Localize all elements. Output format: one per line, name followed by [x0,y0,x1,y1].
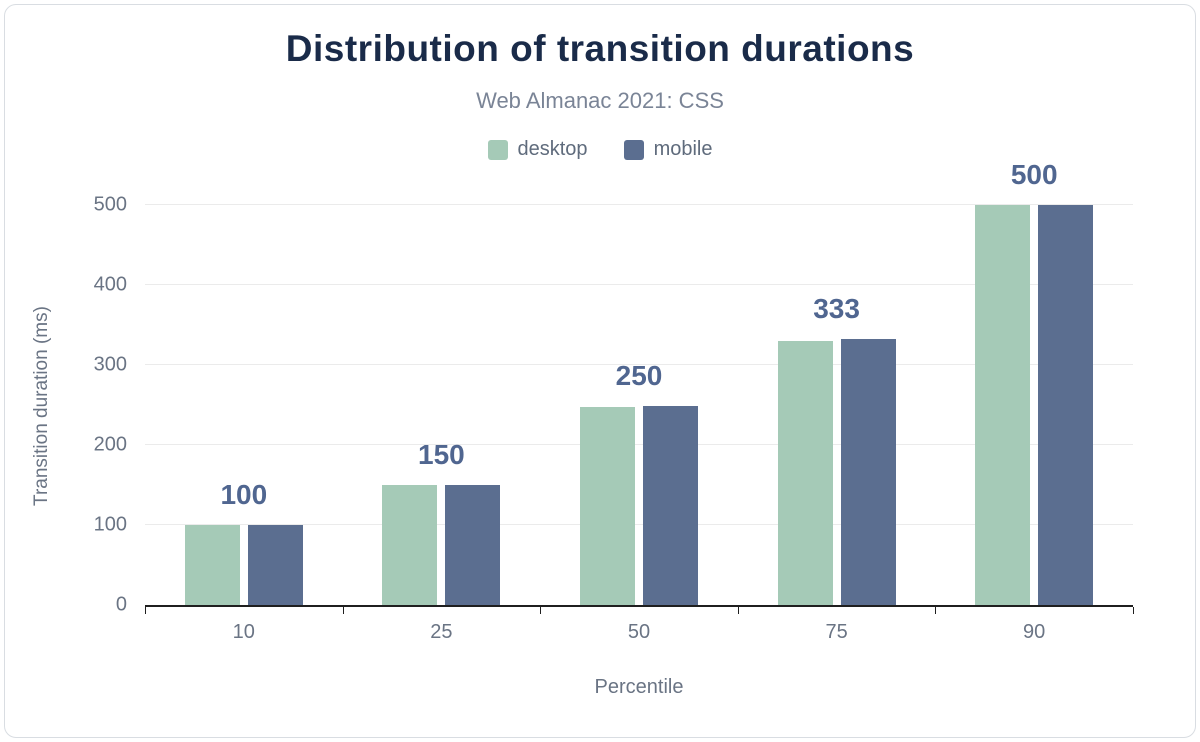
legend-label-desktop: desktop [517,138,588,160]
bar-group: 150 25 [343,205,541,643]
legend-swatch-desktop [487,139,508,160]
x-axis-tick [342,607,344,614]
gridline [145,284,1133,285]
bar-group: 250 50 [540,205,738,643]
desktop-bar [184,525,240,605]
x-tick-label: 50 [627,621,651,643]
desktop-bar [975,205,1031,605]
mobile-bar [840,338,896,605]
x-axis-tick [540,607,542,614]
y-tick-label: 300 [93,353,127,376]
data-label: 500 [1010,159,1058,190]
x-axis-tick [935,607,937,614]
data-label: 100 [220,479,268,510]
bar-group: 500 90 [935,159,1133,643]
gridline [145,364,1133,365]
mobile-bar [642,405,698,605]
legend-swatch-mobile [623,139,644,160]
x-tick-label: 90 [1023,621,1046,643]
y-tick-label: 500 [93,193,127,216]
legend: desktop mobile [0,138,1200,161]
gridline [145,444,1133,445]
y-axis-title: Transition duration (ms) [31,306,52,506]
bar-groups: 100 10 150 25 250 50 333 75 500 90 [145,159,1133,643]
data-label: 150 [418,439,465,470]
legend-label-mobile: mobile [653,138,713,160]
legend-item-desktop[interactable]: desktop [487,138,588,161]
chart-title: Distribution of transition durations [285,28,915,69]
chart-subtitle: Web Almanac 2021: CSS [476,88,724,113]
mobile-bar [1038,205,1094,605]
desktop-bar [382,485,438,605]
y-tick-label: 400 [93,273,127,296]
data-label: 250 [615,359,663,391]
mobile-bar [247,525,303,605]
mobile-bar [445,485,501,605]
bar-group: 100 10 [145,205,343,643]
bar-group: 333 75 [738,205,936,643]
gridline [145,524,1133,525]
desktop-bar [579,406,635,605]
x-tick-label: 75 [825,621,848,643]
x-tick-label: 10 [232,621,255,643]
plot-area: 0 100 200 300 400 500 100 10 150 25 250 50 333 75 500 9… [94,159,1134,643]
gridline [145,204,1133,205]
data-label: 333 [813,292,860,324]
y-tick-label: 0 [115,593,127,616]
desktop-bar [777,341,833,605]
x-axis-tick [737,607,739,614]
x-axis-title: Percentile [594,676,684,698]
y-tick-label: 100 [93,513,127,536]
x-axis-tick [145,607,146,614]
y-tick-label: 200 [93,433,127,456]
x-tick-label: 25 [430,621,453,643]
legend-item-mobile[interactable]: mobile [623,138,713,161]
x-axis-tick [1133,607,1134,614]
